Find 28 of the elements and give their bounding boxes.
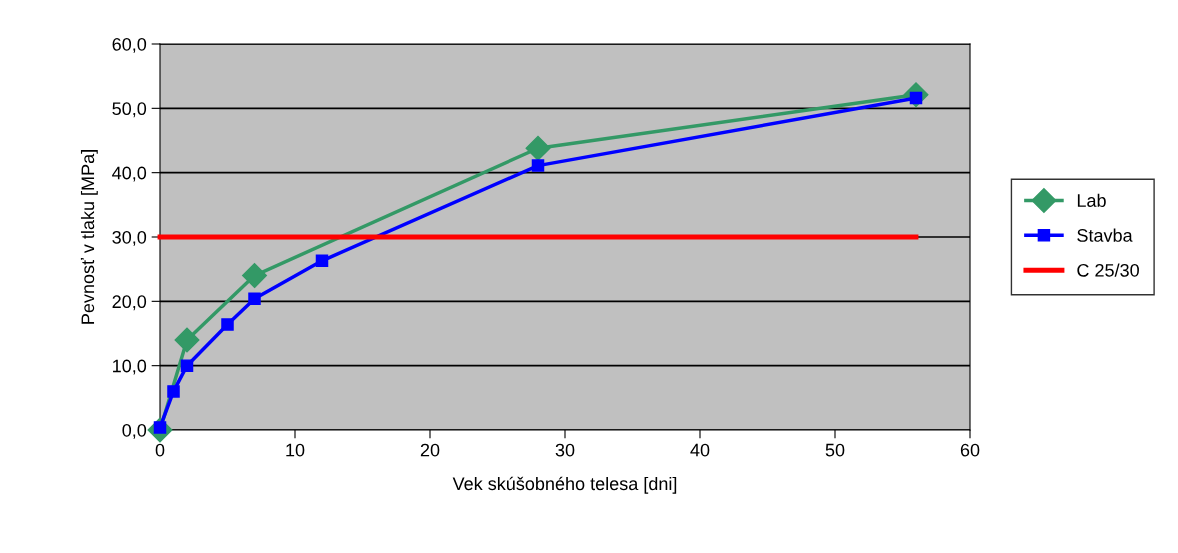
- x-tick-label: 60: [960, 443, 980, 457]
- point: [174, 327, 200, 353]
- x-tick-label: 30: [555, 443, 575, 457]
- legend-label: Lab: [1077, 193, 1106, 207]
- point: [221, 318, 234, 331]
- point: [315, 254, 329, 268]
- y-tick-label: 30,0: [112, 230, 147, 246]
- x-tick-label: 10: [286, 443, 305, 457]
- x-tick-label: 20: [420, 443, 440, 457]
- point: [242, 263, 267, 289]
- point: [180, 359, 194, 372]
- point: [531, 159, 545, 172]
- point: [248, 292, 261, 306]
- x-tick-label: 0: [155, 443, 165, 457]
- x-axis-title: Vek skúšobného telesa [dni]: [452, 476, 677, 494]
- legend-label: C 25/30: [1077, 263, 1139, 277]
- y-tick-label: 60,0: [112, 37, 147, 53]
- legend-label: Stavba: [1077, 228, 1133, 242]
- y-tick-label: 50,0: [112, 102, 147, 118]
- y-tick-label: 10,0: [113, 359, 147, 375]
- y-tick-label: 20,0: [112, 295, 147, 311]
- y-axis-title: Pevnosť v tlaku [MPa]: [80, 150, 98, 324]
- point: [167, 385, 180, 398]
- y-tick-label: 40,0: [112, 166, 147, 182]
- x-tick-label: 40: [690, 443, 710, 457]
- point: [525, 135, 551, 161]
- y-tick-label: 0,0: [122, 423, 147, 439]
- x-tick-label: 50: [825, 443, 845, 457]
